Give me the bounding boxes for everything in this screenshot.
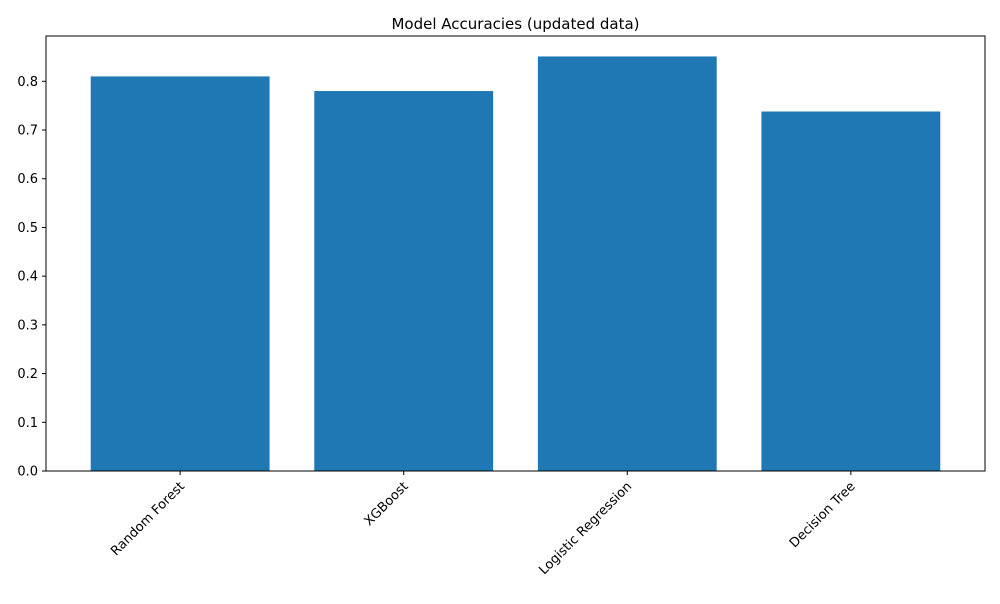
bar-1: [314, 91, 494, 471]
x-tick-label-0: Random Forest: [108, 479, 188, 559]
plot-frame: [45, 35, 986, 472]
x-tick-label-1: XGBoost: [362, 479, 412, 529]
chart-title: Model Accuracies (updated data): [391, 15, 639, 33]
y-tick-label-0: 0.0: [17, 465, 38, 480]
y-tick-label-7: 0.7: [17, 124, 38, 139]
y-tick-label-6: 0.6: [17, 172, 38, 187]
x-tick-label-2: Logistic Regression: [536, 479, 635, 578]
y-tick-label-1: 0.1: [17, 416, 38, 431]
x-axis: Random Forest XGBoost Logistic Regression D…: [108, 471, 859, 578]
bar-0: [90, 76, 270, 472]
x-tick-label-3: Decision Tree: [787, 479, 859, 551]
bar-3: [761, 111, 941, 472]
y-tick-label-2: 0.2: [17, 367, 38, 382]
y-tick-label-8: 0.8: [17, 75, 38, 90]
y-tick-label-4: 0.4: [17, 270, 38, 285]
y-axis: 0.0 0.1 0.2 0.3 0.4 0.5 0.6 0.7 0.8: [17, 75, 46, 480]
y-tick-label-3: 0.3: [17, 318, 38, 333]
bars-group: [90, 56, 941, 472]
y-tick-label-5: 0.5: [17, 221, 38, 236]
bar-2: [537, 56, 717, 471]
